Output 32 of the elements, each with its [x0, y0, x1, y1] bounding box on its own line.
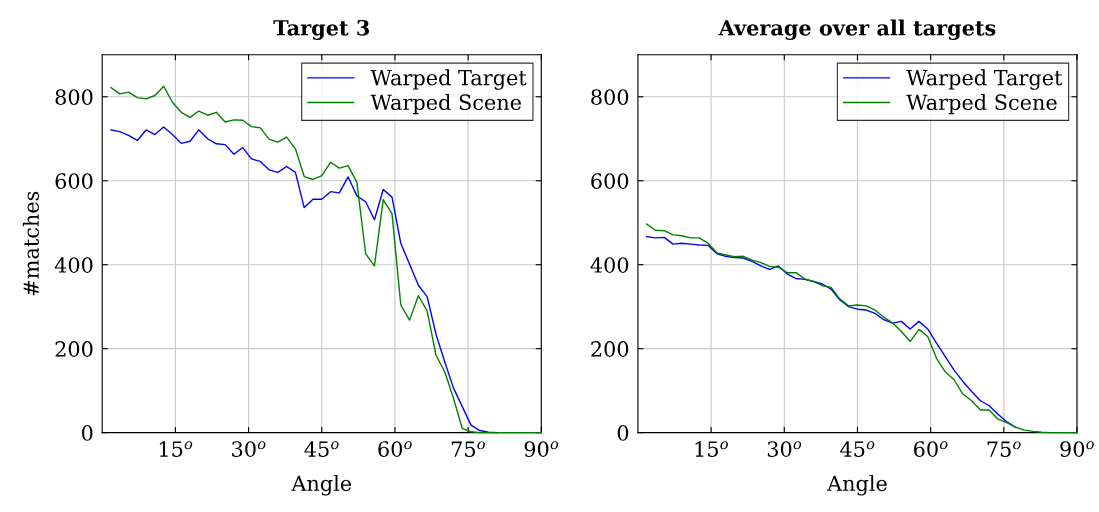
x-tick-label: 60$^{o}$ [914, 441, 948, 457]
legend-label: Warped Scene [906, 93, 1057, 115]
x-tick-label: 60$^{o}$ [378, 441, 412, 457]
y-tick-label: 600 [55, 173, 93, 189]
y-axis-title: #matches [22, 191, 39, 296]
x-axis-title: Angle [826, 475, 887, 496]
y-tick-label: 800 [55, 89, 93, 105]
y-tick-label: 800 [591, 89, 629, 105]
chart-title: Target 3 [273, 19, 370, 40]
legend-label: Warped Scene [370, 93, 522, 115]
y-tick-label: 0 [617, 425, 629, 441]
x-tick-label: 75$^{o}$ [987, 441, 1021, 458]
x-tick-label: 30$^{o}$ [767, 441, 802, 457]
x-tick-label: 75$^{o}$ [451, 441, 485, 458]
x-tick-label: 90$^{o}$ [1060, 441, 1094, 457]
x-tick-label: 15$^{o}$ [159, 441, 193, 457]
y-tick-label: 400 [590, 257, 629, 273]
line-series [646, 223, 1078, 434]
y-tick-label: 0 [81, 425, 93, 441]
x-tick-label: 30$^{o}$ [232, 441, 266, 457]
y-tick-label: 200 [55, 341, 93, 357]
legend-label: Warped Target [370, 69, 527, 90]
y-tick-label: 600 [591, 173, 629, 189]
x-tick-label: 90$^{o}$ [524, 441, 559, 457]
y-tick-label: 200 [591, 341, 629, 357]
y-tick-label: 400 [54, 257, 93, 273]
x-tick-label: 45$^{o}$ [840, 441, 875, 457]
chart-title: Average over all targets [718, 19, 996, 40]
x-axis-title: Angle [291, 475, 352, 496]
x-tick-label: 45$^{o}$ [304, 441, 339, 457]
x-tick-label: 15$^{o}$ [695, 441, 728, 457]
legend-label: Warped Target [906, 69, 1063, 90]
